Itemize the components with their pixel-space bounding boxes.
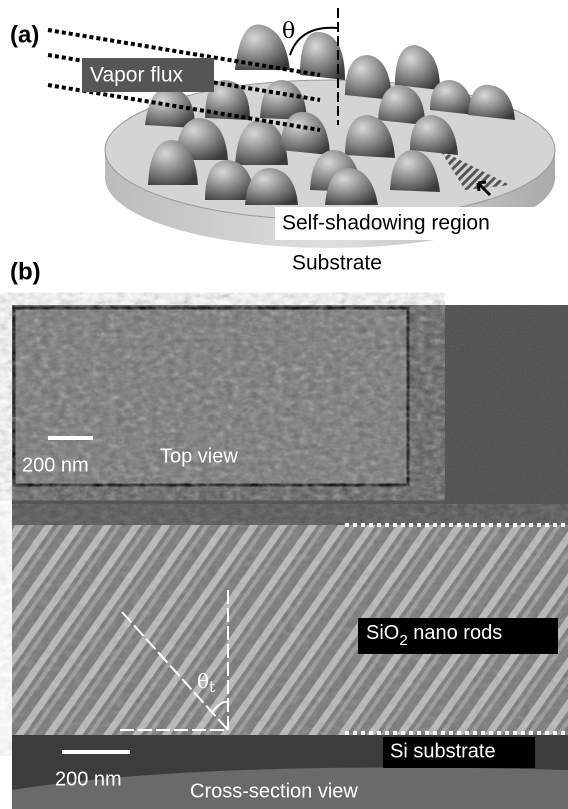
inset-caption: Top view	[160, 445, 238, 467]
flux-label: Vapor flux	[90, 64, 183, 87]
panel-label: (a)	[10, 21, 39, 48]
rods-text: nano rods	[408, 622, 503, 644]
page: {"panel_a": {"label": "(a)", "angle": "θ…	[0, 0, 568, 809]
scale-label: 200 nm	[22, 454, 89, 476]
figure: (a) θ Vapor flux Self-shadowing region S…	[0, 0, 568, 809]
rods-subscript: 2	[399, 632, 407, 649]
si-label: Si substrate	[390, 740, 496, 762]
angle-label: θ	[282, 19, 295, 44]
angle-subscript: t	[209, 678, 215, 696]
angle-symbol: θ	[197, 669, 209, 693]
scale-label: 200 nm	[55, 768, 122, 790]
shadow-label: Self-shadowing region	[282, 212, 490, 235]
rods-text: SiO	[366, 622, 399, 644]
panel-a: (a) θ Vapor flux Self-shadowing region S…	[10, 8, 555, 275]
panel-label: (b)	[10, 258, 41, 285]
sem-image: 200 nm Top view θt SiO2 nano rods Si sub…	[12, 305, 568, 809]
substrate-label: Substrate	[292, 252, 382, 275]
cross-caption: Cross-section view	[190, 780, 358, 802]
